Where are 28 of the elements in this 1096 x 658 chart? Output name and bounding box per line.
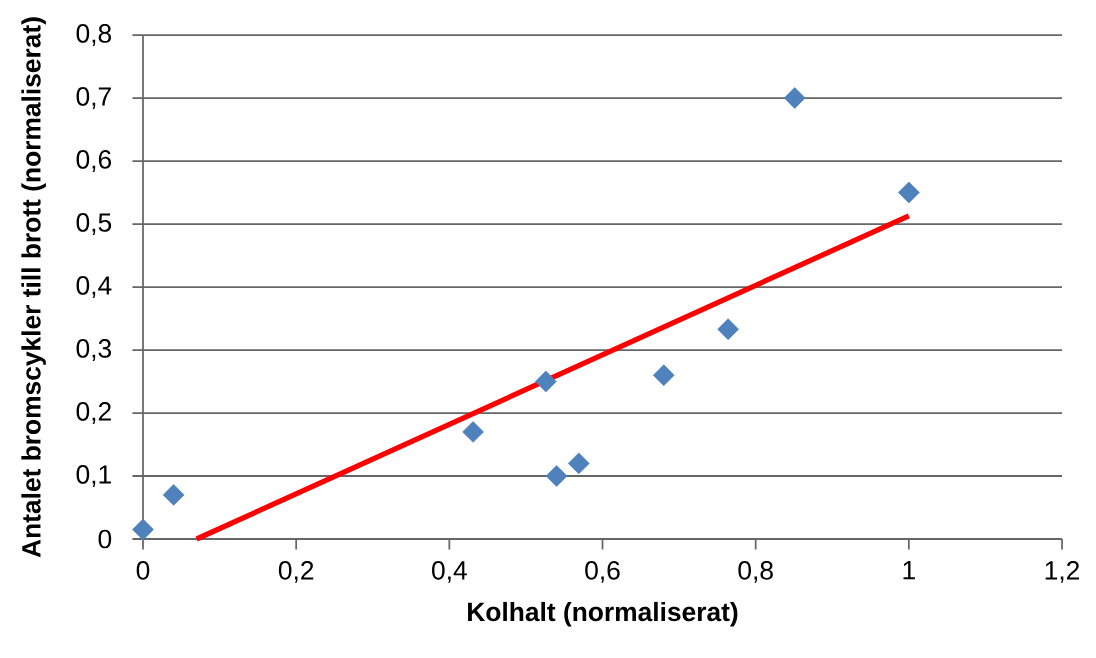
point <box>717 318 739 341</box>
x-tick-label: 0,4 <box>432 561 467 583</box>
y-tick-label: 0,3 <box>76 339 112 361</box>
x-tick-label: 1 <box>903 561 915 580</box>
y-tick-label: 0,7 <box>76 87 111 109</box>
y-tick-label: 0,5 <box>76 213 112 235</box>
y-tick-label: 0,6 <box>76 150 112 172</box>
point <box>652 364 675 386</box>
y-tick-label: 0 <box>98 529 112 549</box>
y-tick-label: 0,1 <box>76 465 111 487</box>
x-axis-title: Kolhalt (normaliserat) <box>468 601 738 627</box>
point <box>535 370 557 393</box>
x-tick-label: 0,8 <box>738 561 773 583</box>
y-tick-label: 0,2 <box>76 402 111 424</box>
point <box>132 518 154 541</box>
y-axis-title: Antalet bromscykler till brott (normaliserat) <box>21 17 46 558</box>
point <box>162 484 185 506</box>
point <box>898 181 920 204</box>
point <box>462 421 484 443</box>
x-tick-label: 1,2 <box>1045 561 1080 583</box>
y-tick-label: 0,8 <box>76 24 112 46</box>
x-tick-label: 0,6 <box>585 561 620 583</box>
point <box>567 452 590 475</box>
point <box>783 87 806 109</box>
x-tick-label: 0 <box>136 561 150 580</box>
y-tick-label: 0,4 <box>76 276 112 298</box>
x-tick-label: 0,2 <box>278 561 314 583</box>
point <box>545 465 568 487</box>
